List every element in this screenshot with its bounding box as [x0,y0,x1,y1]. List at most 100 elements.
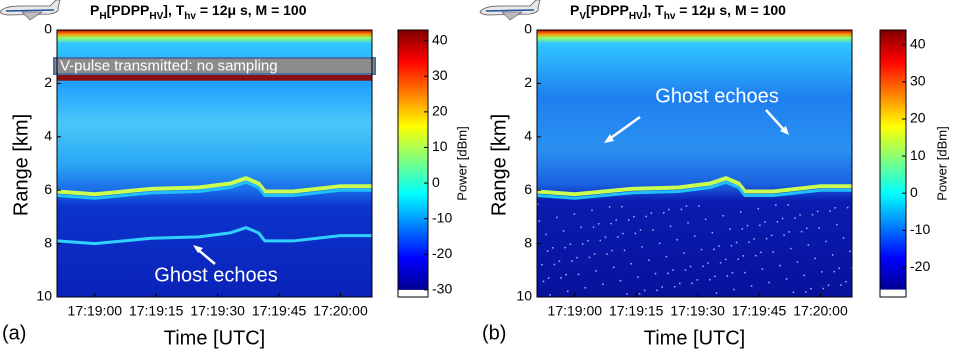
noise-speck [803,274,805,277]
noise-speck [639,229,642,231]
noise-speck [731,272,734,274]
noise-speck [549,294,551,296]
noise-speck [541,263,543,266]
noise-speck [825,240,827,243]
heatmap-image [537,30,852,297]
echo-layer [56,176,372,197]
aircraft-icon [0,0,61,21]
colorbar-frame [397,29,429,298]
colorbar [880,30,906,290]
noise-speck [827,284,830,286]
noise-speck [576,256,578,259]
noise-speck [608,206,611,208]
noise-speck [564,246,566,249]
noise-speck [713,248,715,251]
noise-speck [571,260,573,262]
noise-speck [537,203,539,206]
panel-label: (a) [2,322,26,344]
colorbar-tick-label: 40 [910,36,926,52]
noise-speck [783,234,785,236]
noise-speck [770,234,773,237]
x-axis-label: Time [UTC] [644,327,745,349]
x-tick-label: 17:19:00 [548,303,603,319]
noise-speck [623,249,626,252]
noise-speck [584,287,587,289]
noise-speck [615,219,618,221]
noise-speck [637,276,639,278]
noise-speck [772,251,775,253]
noise-speck [593,253,596,255]
noise-speck [704,218,707,220]
noise-speck [696,279,699,281]
noise-speck [822,287,825,290]
noise-speck [661,286,663,288]
echo-layer [56,180,372,200]
y-tick-label: 2 [44,74,52,90]
noise-speck [792,291,795,294]
noise-speck [810,288,812,290]
noise-speck [604,236,607,238]
plot-frame [56,29,373,298]
annotation-arrow [765,109,786,132]
wing [501,11,523,21]
noise-speck [630,262,632,265]
noise-speck [709,278,711,281]
y-tick-label: 4 [44,128,52,144]
noise-speck [645,215,647,218]
noise-speck [726,275,729,277]
title-part: HV [149,11,163,22]
y-axis-label: Range [km] [488,114,510,216]
noise-speck [768,281,770,284]
noise-speck [621,205,623,208]
title-part: P [570,2,579,18]
stripe [5,9,55,12]
noise-speck [569,243,572,246]
colorbar-tick-label: -10 [910,221,930,237]
annotation: Ghost echoes [154,264,277,286]
noise-speck [746,224,749,227]
noise-speck [597,223,600,225]
noise-speck [840,284,842,286]
noise-speck [790,247,792,250]
noise-speck [764,221,766,223]
noise-speck [742,255,745,257]
x-axis-label: Time [UTC] [164,327,265,349]
noise-speck [691,282,693,284]
noise-speck [779,264,781,267]
noise-speck [580,226,582,229]
noise-speck [836,223,838,226]
noise-speck [676,238,678,241]
annotation-arrow [607,115,641,142]
annotation: Ghost echoes [655,85,778,107]
colorbar-tick-label: -20 [910,258,930,274]
chart-title: PV[PDPPHV], Thv = 12μ s, M = 100 [570,2,786,22]
echo-layer [536,180,852,200]
noise-speck [619,279,622,282]
colorbar-tick-label: 10 [910,147,926,163]
y-tick-label: 10 [36,288,52,304]
noise-speck [656,289,658,292]
aircraft-icon [479,0,541,21]
noise-speck [573,213,576,215]
noise-speck [547,277,550,279]
noise-speck [685,205,688,207]
noise-speck [739,211,742,213]
noise-speck [787,204,790,206]
noise-speck [757,207,760,210]
y-tick-label: 6 [44,181,52,197]
noise-speck [735,241,738,244]
noise-speck [672,269,674,271]
noise-speck [816,210,819,213]
noise-speck [612,266,615,269]
noise-speck [665,255,668,258]
noise-speck [558,260,561,262]
noise-speck [805,291,807,293]
noise-speck [741,228,744,230]
noise-speck [538,220,541,222]
x-tick-label: 17:19:30 [670,303,725,319]
noise-speck [658,242,661,245]
title-part: [PDPP [586,2,629,18]
noise-speck [581,243,584,245]
colorbar-frame [879,29,907,298]
noise-speck [606,253,608,255]
